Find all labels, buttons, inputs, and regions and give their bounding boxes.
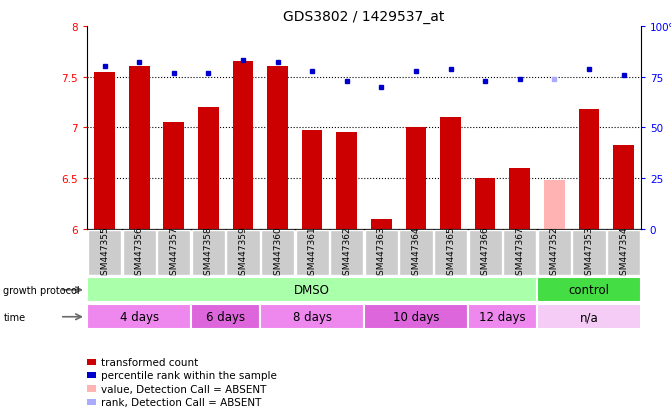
Text: n/a: n/a: [580, 311, 599, 323]
Text: GSM447362: GSM447362: [342, 226, 351, 280]
Bar: [87, 399, 97, 406]
Bar: [129, 67, 150, 229]
FancyBboxPatch shape: [226, 230, 260, 276]
FancyBboxPatch shape: [192, 230, 225, 276]
FancyBboxPatch shape: [399, 230, 433, 276]
Bar: [578, 110, 599, 229]
Bar: [233, 62, 253, 229]
Text: time: time: [3, 312, 25, 322]
Bar: [440, 118, 461, 229]
FancyBboxPatch shape: [503, 230, 536, 276]
Text: GSM447352: GSM447352: [550, 226, 559, 280]
Text: GSM447355: GSM447355: [100, 225, 109, 280]
Text: rank, Detection Call = ABSENT: rank, Detection Call = ABSENT: [101, 397, 261, 407]
Text: 10 days: 10 days: [393, 311, 439, 323]
Text: 4 days: 4 days: [119, 311, 158, 323]
Bar: [302, 131, 323, 229]
Text: GSM447361: GSM447361: [307, 225, 317, 280]
Bar: [474, 178, 495, 229]
Text: transformed count: transformed count: [101, 357, 198, 367]
Text: DMSO: DMSO: [294, 284, 330, 297]
Text: growth protocol: growth protocol: [3, 285, 80, 295]
Text: GSM447356: GSM447356: [135, 225, 144, 280]
FancyBboxPatch shape: [87, 278, 537, 302]
FancyBboxPatch shape: [434, 230, 467, 276]
Text: GSM447360: GSM447360: [273, 225, 282, 280]
FancyBboxPatch shape: [537, 305, 641, 329]
FancyBboxPatch shape: [468, 305, 537, 329]
FancyBboxPatch shape: [157, 230, 191, 276]
Text: GSM447364: GSM447364: [411, 226, 421, 280]
Text: GSM447358: GSM447358: [204, 225, 213, 280]
Text: GSM447359: GSM447359: [238, 225, 248, 280]
Text: 8 days: 8 days: [293, 311, 331, 323]
FancyBboxPatch shape: [468, 230, 502, 276]
Bar: [267, 67, 288, 229]
FancyBboxPatch shape: [537, 230, 571, 276]
Text: 6 days: 6 days: [206, 311, 245, 323]
Bar: [371, 219, 392, 229]
Bar: [94, 72, 115, 229]
FancyBboxPatch shape: [537, 278, 641, 302]
FancyBboxPatch shape: [261, 230, 294, 276]
Bar: [613, 145, 634, 229]
FancyBboxPatch shape: [295, 230, 329, 276]
Bar: [198, 108, 219, 229]
Text: GSM447354: GSM447354: [619, 226, 628, 280]
Text: GSM447366: GSM447366: [480, 225, 490, 280]
Text: percentile rank within the sample: percentile rank within the sample: [101, 370, 276, 380]
Text: GSM447365: GSM447365: [446, 225, 455, 280]
Text: GSM447353: GSM447353: [584, 225, 593, 280]
Bar: [544, 180, 565, 229]
Bar: [87, 372, 97, 379]
Text: control: control: [568, 284, 609, 297]
FancyBboxPatch shape: [365, 230, 398, 276]
FancyBboxPatch shape: [364, 305, 468, 329]
Text: GSM447367: GSM447367: [515, 225, 524, 280]
FancyBboxPatch shape: [87, 305, 191, 329]
Bar: [509, 169, 530, 229]
Bar: [405, 128, 426, 229]
Text: GSM447357: GSM447357: [169, 225, 178, 280]
FancyBboxPatch shape: [191, 305, 260, 329]
FancyBboxPatch shape: [260, 305, 364, 329]
Bar: [336, 133, 357, 229]
Bar: [87, 385, 97, 392]
Text: 12 days: 12 days: [479, 311, 525, 323]
FancyBboxPatch shape: [330, 230, 363, 276]
FancyBboxPatch shape: [607, 230, 640, 276]
Text: GSM447363: GSM447363: [377, 225, 386, 280]
Title: GDS3802 / 1429537_at: GDS3802 / 1429537_at: [283, 10, 445, 24]
FancyBboxPatch shape: [123, 230, 156, 276]
FancyBboxPatch shape: [572, 230, 605, 276]
Bar: [163, 123, 184, 229]
Text: value, Detection Call = ABSENT: value, Detection Call = ABSENT: [101, 384, 266, 394]
FancyBboxPatch shape: [88, 230, 121, 276]
Bar: [87, 358, 97, 365]
